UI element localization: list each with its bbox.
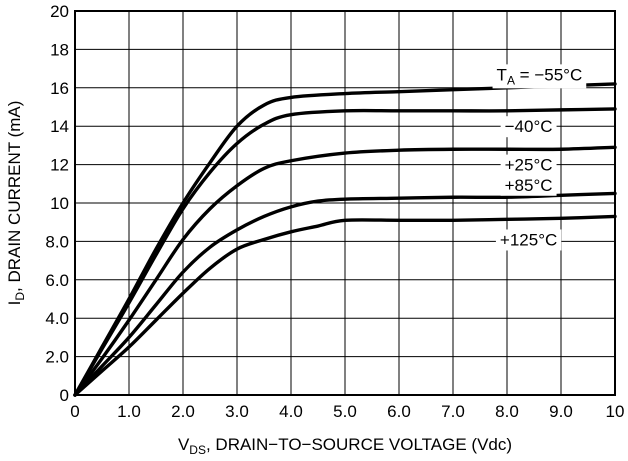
x-tick-label: 2.0 [171,402,195,421]
y-tick-label: 10 [50,194,69,213]
series-curve-0 [73,82,617,397]
series-label-2: +25°C [505,156,553,175]
y-tick-label: 14 [50,117,69,136]
y-tick-label: 6.0 [45,271,69,290]
series-curve-3 [73,191,617,397]
x-tick-labels: 0 1.0 2.0 3.0 4.0 5.0 6.0 7.0 8.0 9.0 10 [70,402,624,421]
series-label-1: −40°C [505,117,553,136]
y-tick-label: 18 [50,40,69,59]
x-tick-label: 5.0 [333,402,357,421]
y-tick-labels: 0 2.0 4.0 6.0 8.0 10 12 14 16 18 20 [45,2,69,405]
x-tick-label: 8.0 [495,402,519,421]
series-label-3: +85°C [505,176,553,195]
y-tick-label: 4.0 [45,309,69,328]
x-tick-label: 0 [70,402,79,421]
series-label-background [492,64,587,89]
series-curves [73,82,617,397]
x-tick-label: 7.0 [441,402,465,421]
plot-frame [74,10,616,396]
series-curve-1 [73,107,617,397]
series-label-background [495,229,562,251]
y-axis-title: ID, DRAIN CURRENT (mA) [5,101,27,306]
series-curve-2 [73,145,617,397]
series-label-background [500,174,557,196]
y-tick-label: 12 [50,156,69,175]
y-tick-label: 16 [50,79,69,98]
series-label-background [500,154,557,176]
series-labels: TA = −55°C −40°C +25°C+85°C +125°C [492,64,587,251]
series-label-background [500,116,557,138]
x-axis-title: VDS, DRAIN−TO−SOURCE VOLTAGE (Vdc) [178,435,512,457]
series-label-0: TA = −55°C [497,65,583,87]
x-tick-label: 1.0 [117,402,141,421]
y-tick-label: 2.0 [45,348,69,367]
series-label-4: +125°C [500,230,557,249]
y-tick-label: 20 [50,2,69,21]
y-tick-label: 8.0 [45,232,69,251]
y-tick-label: 0 [60,386,69,405]
x-tick-label: 10 [606,402,625,421]
x-tick-label: 6.0 [387,402,411,421]
series-curve-4 [73,214,617,397]
x-tick-label: 3.0 [225,402,249,421]
x-tick-label: 4.0 [279,402,303,421]
x-tick-label: 9.0 [549,402,573,421]
